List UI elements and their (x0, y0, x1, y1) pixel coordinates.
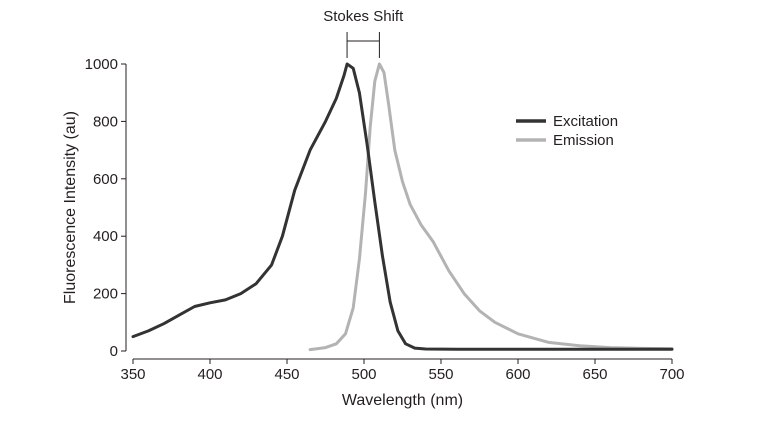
x-tick-label: 500 (351, 366, 376, 383)
x-tick-label: 400 (197, 366, 222, 383)
series-layer (131, 62, 674, 352)
legend-label-emission: Emission (553, 132, 614, 149)
legend-label-excitation: Excitation (553, 113, 618, 130)
y-tick-label: 1000 (85, 56, 118, 73)
x-axis-title: Wavelength (nm) (342, 392, 463, 409)
x-tick-label: 450 (274, 366, 299, 383)
x-tick-label: 350 (120, 366, 145, 383)
y-tick-label: 200 (93, 286, 118, 303)
x-tick-label: 550 (428, 366, 453, 383)
series-line-emission (308, 62, 674, 352)
y-axis-title: Fluorescence Intensity (au) (62, 111, 79, 304)
stokes-shift-annotation: Stokes Shift (323, 8, 404, 58)
series-line-excitation (131, 62, 674, 351)
y-tick-label: 0 (110, 343, 118, 360)
x-tick-label: 600 (505, 366, 530, 383)
stokes-shift-label: Stokes Shift (323, 8, 404, 25)
y-tick-label: 800 (93, 113, 118, 130)
y-tick-label: 400 (93, 228, 118, 245)
y-tick-label: 600 (93, 171, 118, 188)
legend: Excitation Emission (516, 113, 618, 149)
x-tick-label: 650 (582, 366, 607, 383)
axes: 350 400 450 500 550 600 650 700 0 200 400 600 800 100… (85, 56, 685, 383)
x-tick-label: 700 (659, 366, 684, 383)
